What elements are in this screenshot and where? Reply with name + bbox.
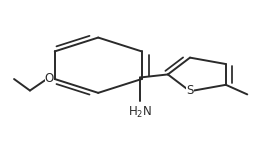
Text: O: O xyxy=(45,72,54,85)
Text: H$_2$N: H$_2$N xyxy=(128,105,152,120)
Text: S: S xyxy=(186,84,194,97)
